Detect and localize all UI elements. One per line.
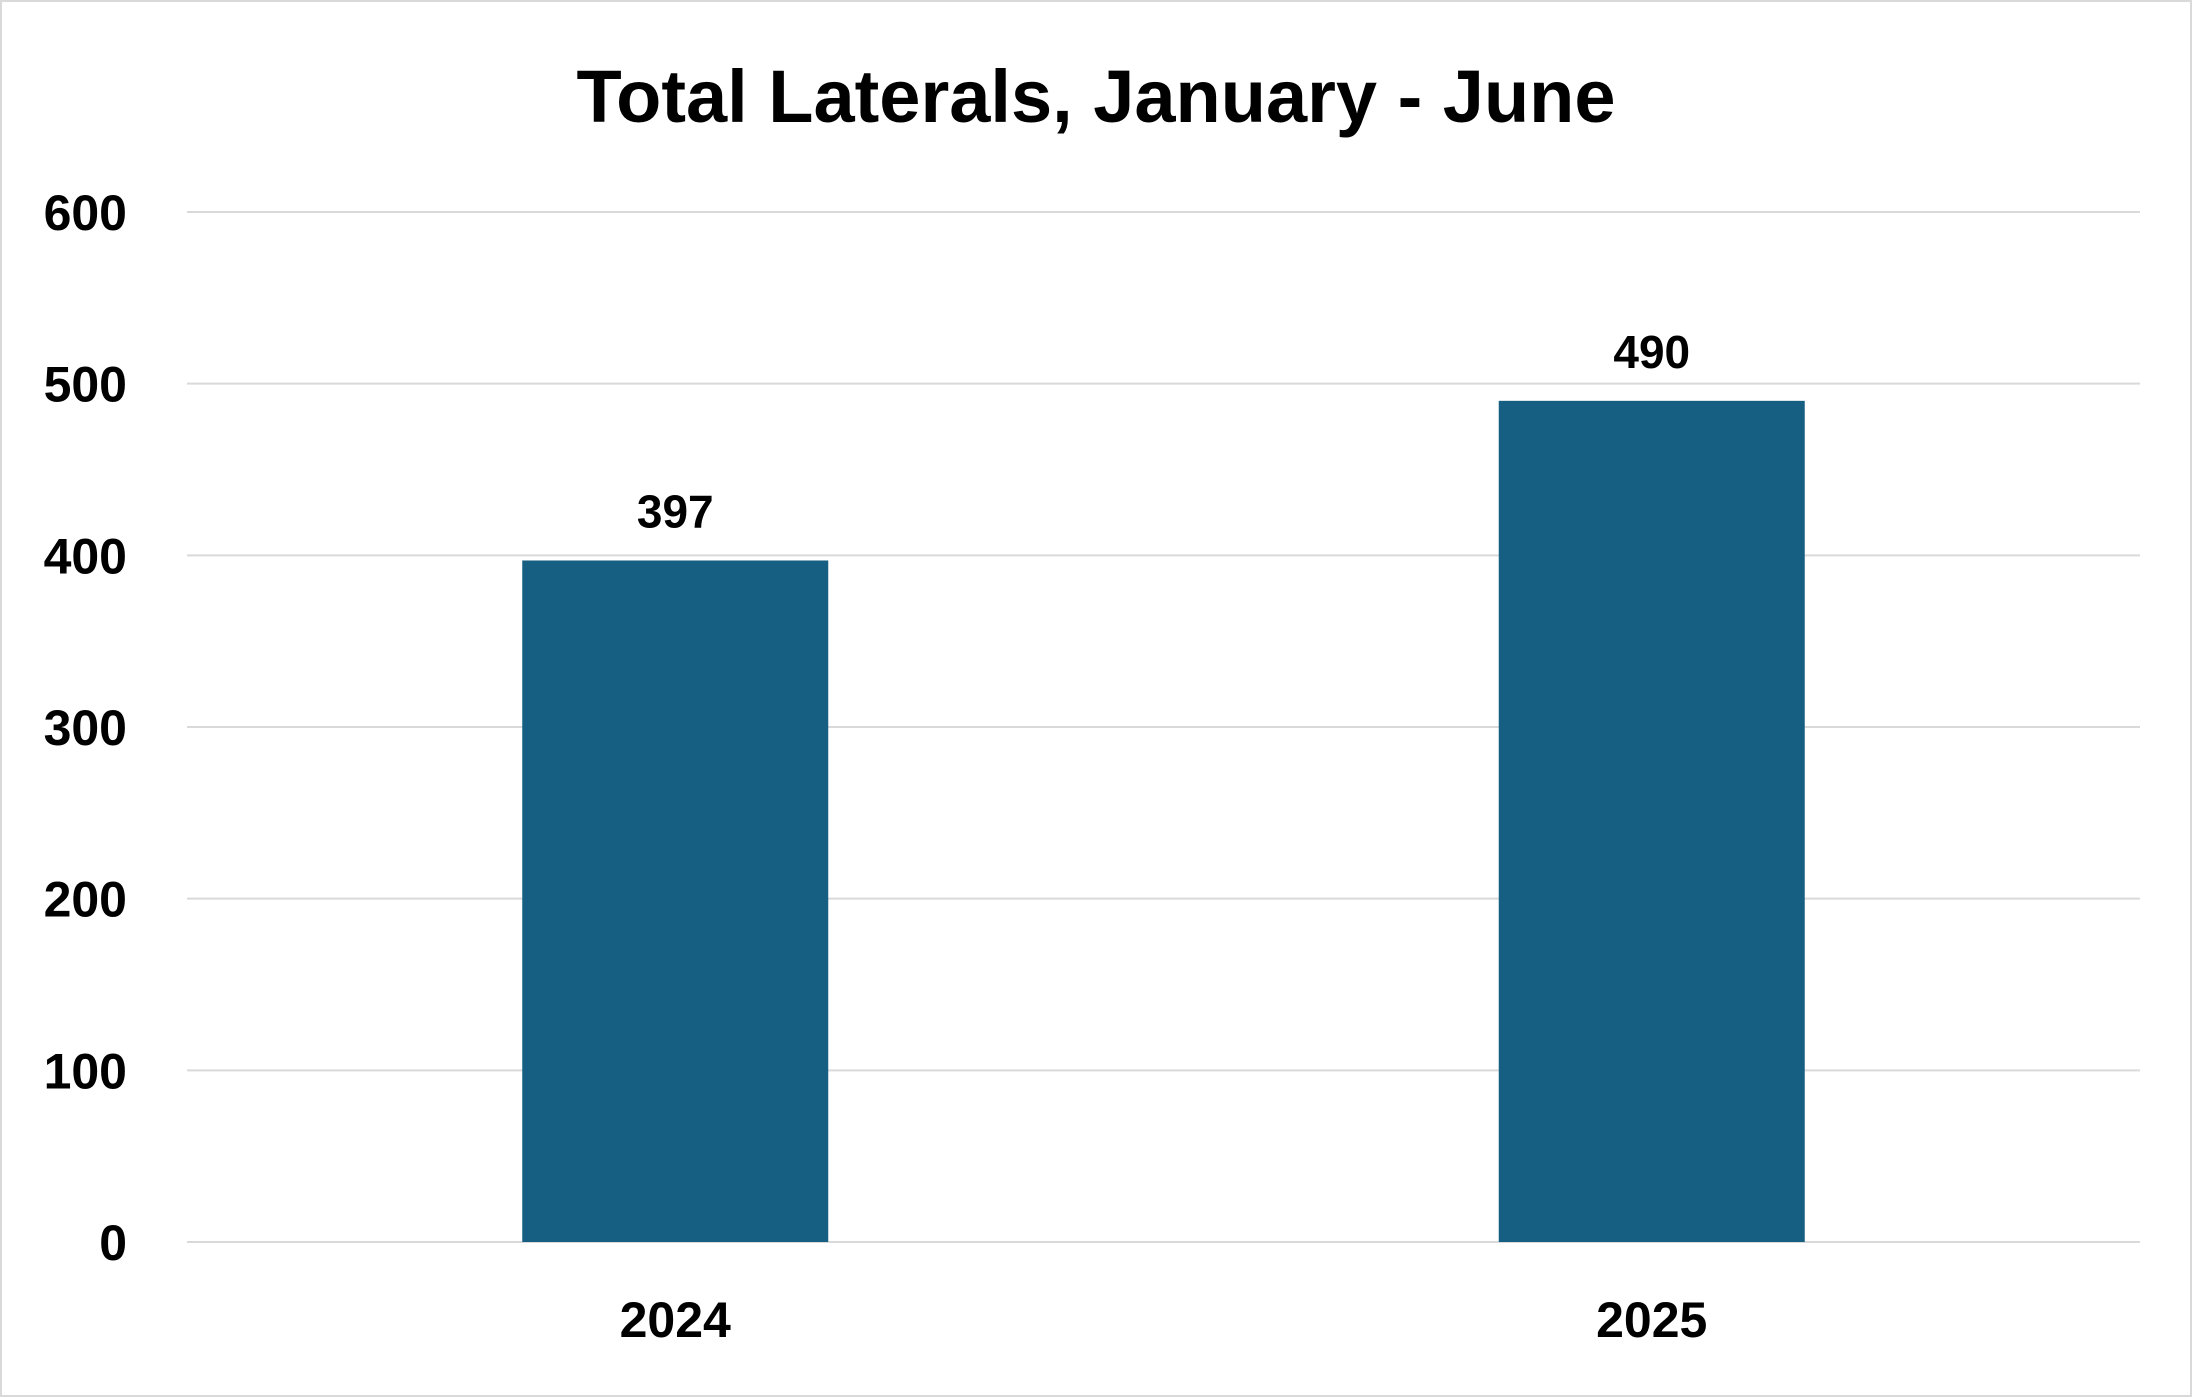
bar-2025: [1498, 400, 1805, 1242]
y-tick-label: 400: [44, 528, 127, 584]
bars: [522, 400, 1805, 1242]
data-labels: 397 490: [637, 326, 1690, 538]
gridlines: [187, 211, 2140, 1243]
y-tick-label: 600: [44, 185, 127, 241]
y-tick-label: 0: [99, 1215, 127, 1271]
x-tick-label-2024: 2024: [620, 1292, 731, 1348]
y-axis-tick-labels: 0 100 200 300 400 500 600: [44, 185, 127, 1271]
y-tick-label: 200: [44, 872, 127, 928]
y-tick-label: 100: [44, 1043, 127, 1099]
data-label-2025: 490: [1613, 326, 1690, 378]
chart-title: Total Laterals, January - June: [576, 55, 1615, 138]
x-tick-label-2025: 2025: [1596, 1292, 1707, 1348]
data-label-2024: 397: [637, 485, 714, 537]
y-tick-label: 300: [44, 700, 127, 756]
x-axis-tick-labels: 2024 2025: [620, 1292, 1708, 1348]
bar-2024: [522, 560, 829, 1242]
y-tick-label: 500: [44, 357, 127, 413]
